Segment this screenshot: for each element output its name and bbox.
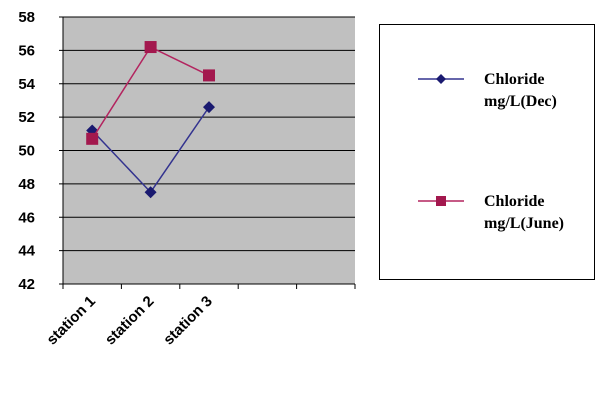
y-tick-label: 42 <box>18 276 35 293</box>
legend-entry-dec: Chloride mg/L(Dec) <box>380 69 594 119</box>
y-tick-label: 56 <box>18 42 35 59</box>
y-tick-label: 48 <box>18 176 35 193</box>
series-layer <box>86 41 215 199</box>
data-point-dec <box>203 101 215 114</box>
legend-label-june: Chloride mg/L(June) <box>484 193 564 232</box>
legend-entry-june: Chloride mg/L(June) <box>380 191 594 241</box>
y-axis-ticks: 42 44 46 48 50 52 54 56 58 <box>18 9 63 293</box>
y-tick-label: 50 <box>18 143 35 160</box>
x-tick-label: station 2 <box>102 293 158 349</box>
data-point-dec <box>144 186 157 199</box>
data-point-june <box>203 69 215 82</box>
legend: Chloride mg/L(Dec) Chloride mg/L(June) <box>379 24 595 280</box>
y-tick-label: 52 <box>18 109 35 126</box>
y-tick-label: 44 <box>18 243 35 260</box>
y-tick-label: 46 <box>18 209 35 226</box>
y-tick-label: 54 <box>18 76 35 93</box>
legend-label-dec: Chloride mg/L(Dec) <box>484 71 557 110</box>
y-tick-label: 58 <box>18 9 35 26</box>
data-point-june <box>86 132 99 145</box>
x-tick-label: station 1 <box>43 293 99 349</box>
legend-sample-dec <box>418 74 464 84</box>
x-tick-label: station 3 <box>160 293 216 349</box>
x-axis-ticks: station 1 station 2 station 3 <box>43 284 356 349</box>
data-point-june <box>144 41 157 54</box>
legend-sample-june <box>418 196 464 206</box>
